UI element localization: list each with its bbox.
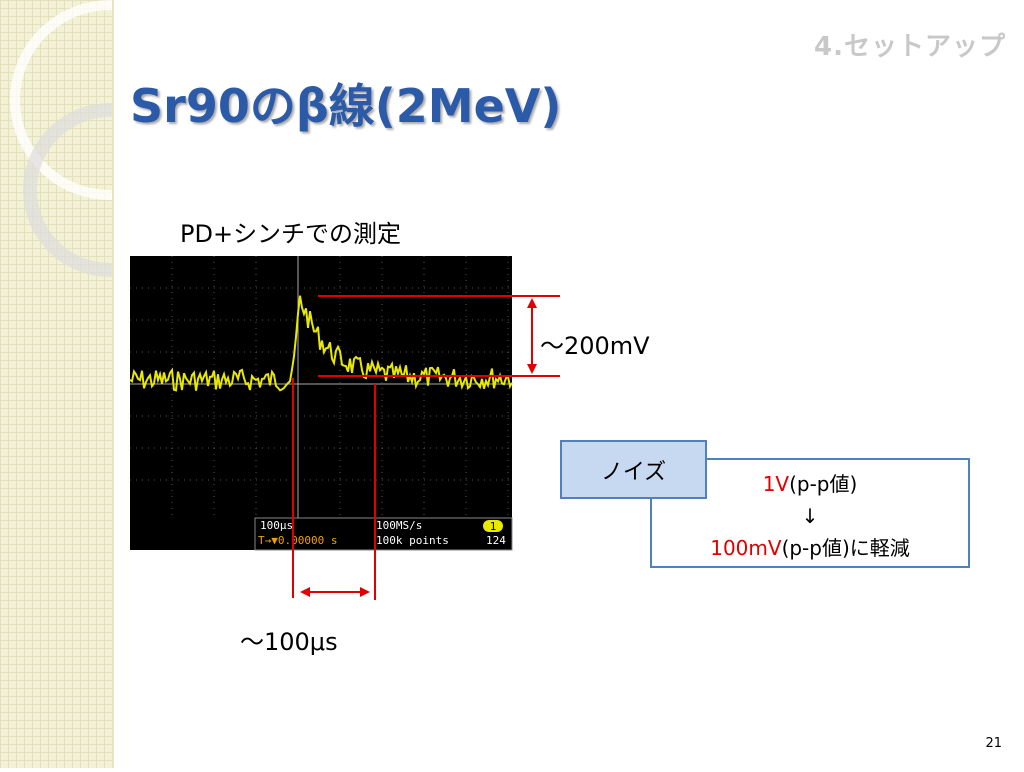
before-unit: (p-p値) bbox=[789, 472, 858, 496]
scope-status bbox=[254, 517, 513, 551]
side-pattern bbox=[0, 0, 210, 768]
figure-caption: PD+シンチでの測定 bbox=[180, 220, 402, 248]
before-value: 1V bbox=[762, 472, 790, 496]
scope-trace bbox=[129, 295, 513, 392]
record-length: 100k points bbox=[376, 534, 449, 547]
page-number: 21 bbox=[985, 736, 1002, 751]
noise-arrow: ↓ bbox=[801, 504, 819, 528]
section-label: 4.セットアップ bbox=[814, 32, 1006, 62]
time-note: ～100μs bbox=[240, 628, 338, 656]
trigger-level: 124 bbox=[486, 534, 506, 547]
slide-title: Sr90のβ線(2MeV) bbox=[130, 79, 562, 133]
after-unit: (p-p値)に軽減 bbox=[781, 536, 910, 560]
channel: 1 bbox=[490, 520, 497, 533]
channel-badge bbox=[483, 520, 503, 532]
sample-rate: 100MS/s bbox=[376, 519, 422, 532]
trigger: T→▼0.00000 s bbox=[258, 534, 337, 547]
timebase: 100μs bbox=[260, 519, 293, 532]
noise-label: ノイズ bbox=[560, 440, 707, 499]
after-value: 100mV bbox=[710, 536, 782, 560]
scope-screen bbox=[130, 256, 512, 550]
noise-after: 100mV(p-p値)に軽減 bbox=[652, 532, 968, 564]
annotations bbox=[292, 295, 560, 600]
scope-grid bbox=[130, 256, 512, 518]
amplitude-note: ～200mV bbox=[540, 332, 650, 360]
noise-before: 1V(p-p値) bbox=[652, 468, 968, 500]
